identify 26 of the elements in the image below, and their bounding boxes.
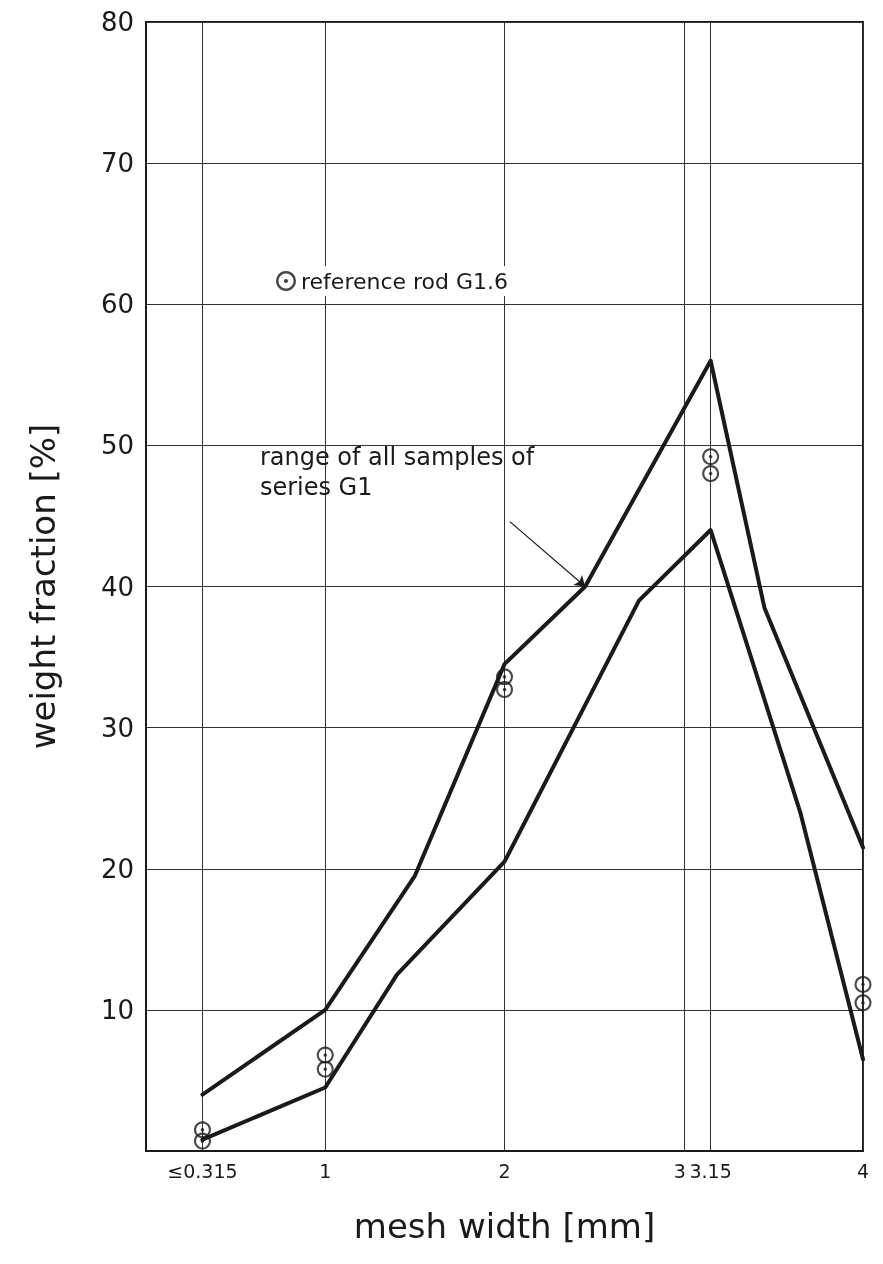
- point: [316, 1060, 334, 1078]
- point: [854, 994, 872, 1012]
- y-axis-title: weight fraction [%]: [23, 423, 63, 750]
- point: [193, 1121, 211, 1139]
- x-tick-label: 3: [673, 1159, 686, 1182]
- point: [854, 975, 872, 993]
- y-tick-label: 10: [100, 994, 134, 1025]
- y-tick-label: 40: [100, 571, 134, 602]
- point: [496, 668, 513, 686]
- point: [702, 465, 720, 483]
- point: [496, 681, 513, 698]
- y-tick-label: 70: [100, 148, 134, 179]
- x-tick-label: ≤0.315: [167, 1159, 238, 1182]
- y-tick-label: 80: [100, 7, 134, 37]
- legend-label: reference rod G1.6: [301, 268, 509, 294]
- y-tick-label: 50: [100, 430, 134, 461]
- x-axis-title: mesh width [mm]: [353, 1206, 656, 1246]
- y-tick-label: 20: [100, 853, 134, 884]
- x-tick-label: 1: [319, 1159, 332, 1182]
- point: [702, 448, 720, 466]
- y-tick-label: 30: [100, 712, 134, 743]
- y-tick-label: 60: [100, 289, 134, 320]
- point: [193, 1132, 211, 1150]
- x-tick-label: 3.15: [689, 1159, 732, 1182]
- x-tick-label: 2: [498, 1159, 511, 1182]
- x-tick-label: 4: [856, 1159, 870, 1182]
